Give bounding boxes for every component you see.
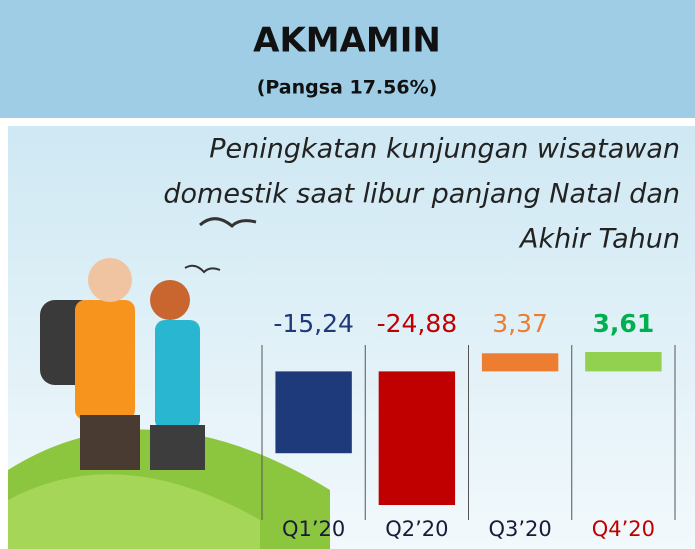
subtitle: (Pangsa 17.56%) — [257, 77, 438, 99]
annotation-line: domestik saat libur panjang Natal dan — [163, 179, 680, 210]
annotation-line: Peningkatan kunjungan wisatawan — [209, 134, 680, 165]
value-label: -15,24 — [273, 309, 354, 338]
bar — [482, 353, 558, 371]
x-tick-label: Q4’20 — [592, 517, 655, 541]
bar — [379, 371, 455, 505]
separator — [0, 118, 695, 126]
x-tick-label: Q2’20 — [385, 517, 448, 541]
title: AKMAMIN — [253, 21, 441, 61]
x-tick-label: Q1’20 — [282, 517, 345, 541]
annotation-line: Akhir Tahun — [518, 224, 680, 255]
chart: AKMAMIN (Pangsa 17.56%) Peningkatan kunj… — [0, 0, 695, 549]
page: AKMAMIN (Pangsa 17.56%) Peningkatan kunj… — [0, 0, 695, 549]
x-tick-label: Q3’20 — [488, 517, 551, 541]
value-label: -24,88 — [377, 309, 458, 338]
value-label: 3,61 — [593, 309, 655, 338]
bar — [275, 371, 351, 453]
bar — [585, 352, 661, 371]
value-label: 3,37 — [492, 309, 548, 338]
